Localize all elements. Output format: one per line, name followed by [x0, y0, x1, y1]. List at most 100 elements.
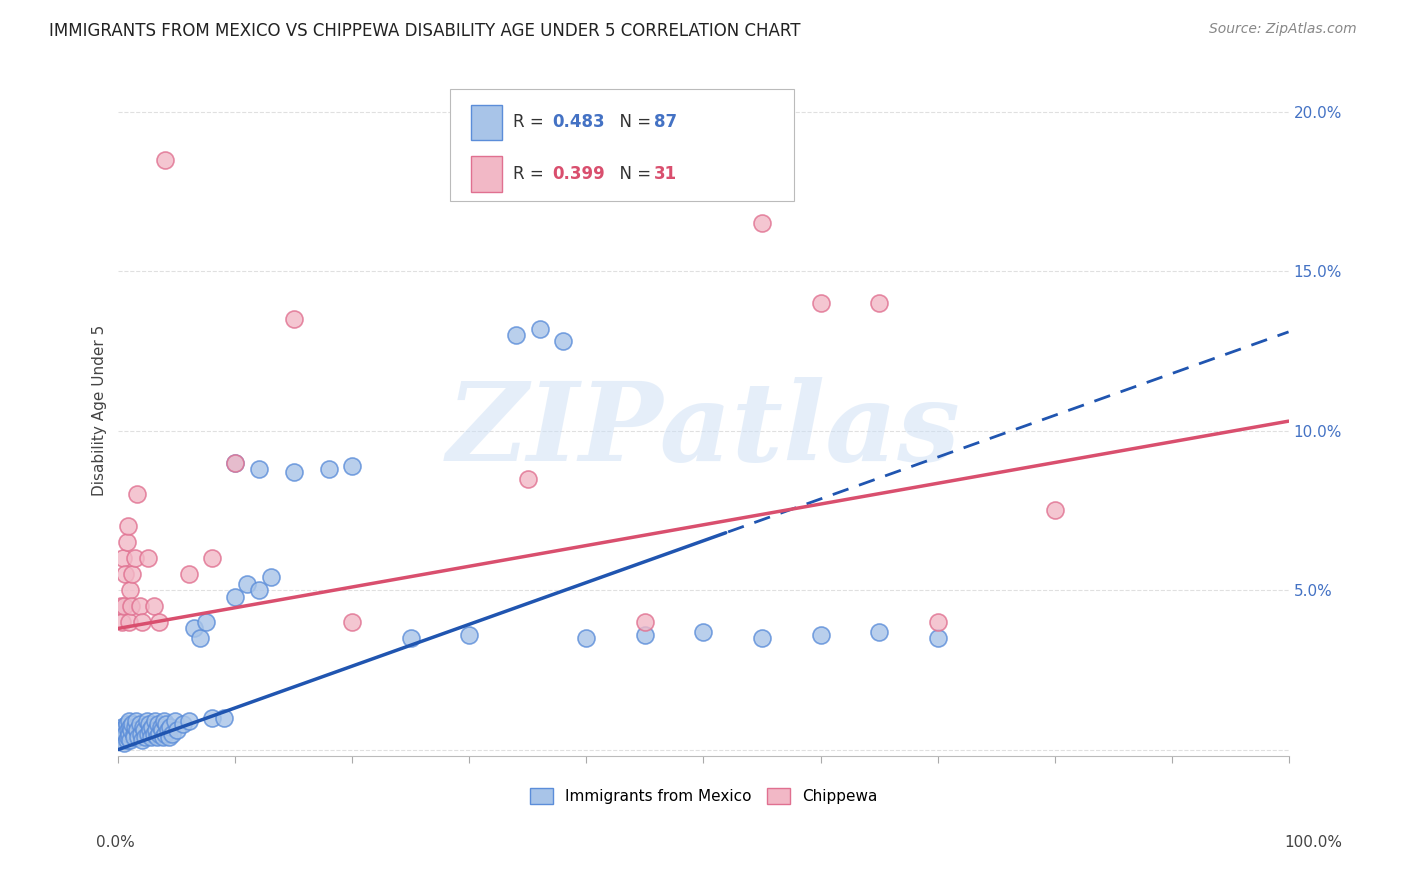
Point: [112, 730, 135, 744]
Text: 0.483: 0.483: [553, 113, 605, 131]
Point: [224, 590, 246, 604]
Text: 0.399: 0.399: [553, 165, 606, 183]
Point: [575, 631, 598, 645]
Point: [152, 730, 174, 744]
Text: IMMIGRANTS FROM MEXICO VS CHIPPEWA DISABILITY AGE UNDER 5 CORRELATION CHART: IMMIGRANTS FROM MEXICO VS CHIPPEWA DISAB…: [49, 22, 800, 40]
Point: [114, 567, 136, 582]
Point: [810, 628, 832, 642]
Text: 31: 31: [654, 165, 676, 183]
Point: [115, 717, 138, 731]
Point: [118, 615, 141, 629]
Point: [156, 723, 179, 738]
Point: [157, 730, 180, 744]
Point: [188, 631, 211, 645]
Point: [136, 551, 159, 566]
Point: [120, 720, 142, 734]
Point: [634, 628, 657, 642]
Point: [131, 733, 153, 747]
Point: [148, 726, 170, 740]
Text: N =: N =: [609, 165, 657, 183]
Point: [163, 714, 186, 728]
Point: [318, 462, 340, 476]
Point: [128, 717, 150, 731]
Point: [201, 551, 224, 566]
Point: [692, 624, 714, 639]
Point: [634, 615, 657, 629]
Point: [114, 720, 136, 734]
Point: [145, 723, 167, 738]
Legend: Immigrants from Mexico, Chippewa: Immigrants from Mexico, Chippewa: [523, 782, 883, 811]
Point: [121, 567, 143, 582]
Point: [149, 720, 172, 734]
Point: [868, 624, 890, 639]
Point: [127, 730, 149, 744]
Text: Source: ZipAtlas.com: Source: ZipAtlas.com: [1209, 22, 1357, 37]
Point: [148, 615, 170, 629]
Point: [138, 717, 160, 731]
Point: [142, 599, 165, 613]
Point: [150, 723, 173, 738]
Point: [155, 717, 177, 731]
Point: [751, 631, 773, 645]
Point: [177, 567, 200, 582]
Point: [259, 570, 281, 584]
Point: [114, 726, 136, 740]
Point: [159, 720, 181, 734]
Point: [505, 328, 527, 343]
Point: [153, 714, 176, 728]
Point: [166, 723, 188, 738]
Point: [148, 717, 170, 731]
Point: [125, 714, 148, 728]
Point: [342, 615, 364, 629]
Point: [143, 714, 166, 728]
Point: [112, 736, 135, 750]
Point: [117, 723, 139, 738]
Point: [110, 599, 132, 613]
Point: [529, 321, 551, 335]
Point: [129, 726, 152, 740]
Point: [177, 714, 200, 728]
Point: [458, 628, 481, 642]
Point: [115, 535, 138, 549]
Point: [183, 621, 205, 635]
Point: [927, 615, 949, 629]
Point: [132, 720, 155, 734]
Point: [1043, 503, 1066, 517]
Point: [236, 576, 259, 591]
Point: [127, 487, 149, 501]
Point: [120, 723, 142, 738]
Point: [110, 723, 132, 738]
Point: [111, 726, 134, 740]
Point: [551, 334, 574, 349]
Point: [128, 599, 150, 613]
Point: [124, 551, 146, 566]
Point: [201, 711, 224, 725]
Point: [283, 312, 305, 326]
Point: [139, 723, 162, 738]
Text: 100.0%: 100.0%: [1285, 836, 1343, 850]
Point: [124, 720, 146, 734]
Point: [155, 153, 177, 167]
Point: [224, 456, 246, 470]
Point: [927, 631, 949, 645]
Text: ZIPatlas: ZIPatlas: [447, 377, 960, 484]
Y-axis label: Disability Age Under 5: Disability Age Under 5: [93, 325, 107, 496]
Point: [115, 733, 138, 747]
Point: [134, 723, 156, 738]
Point: [120, 733, 142, 747]
Point: [108, 730, 131, 744]
Point: [112, 551, 135, 566]
Text: R =: R =: [513, 113, 550, 131]
Point: [141, 730, 163, 744]
Point: [155, 726, 177, 740]
Point: [283, 465, 305, 479]
Point: [117, 730, 139, 744]
Point: [122, 730, 145, 744]
Point: [172, 717, 194, 731]
Point: [118, 714, 141, 728]
Point: [131, 615, 153, 629]
Point: [751, 217, 773, 231]
Point: [224, 456, 246, 470]
Point: [111, 720, 134, 734]
Point: [135, 714, 157, 728]
